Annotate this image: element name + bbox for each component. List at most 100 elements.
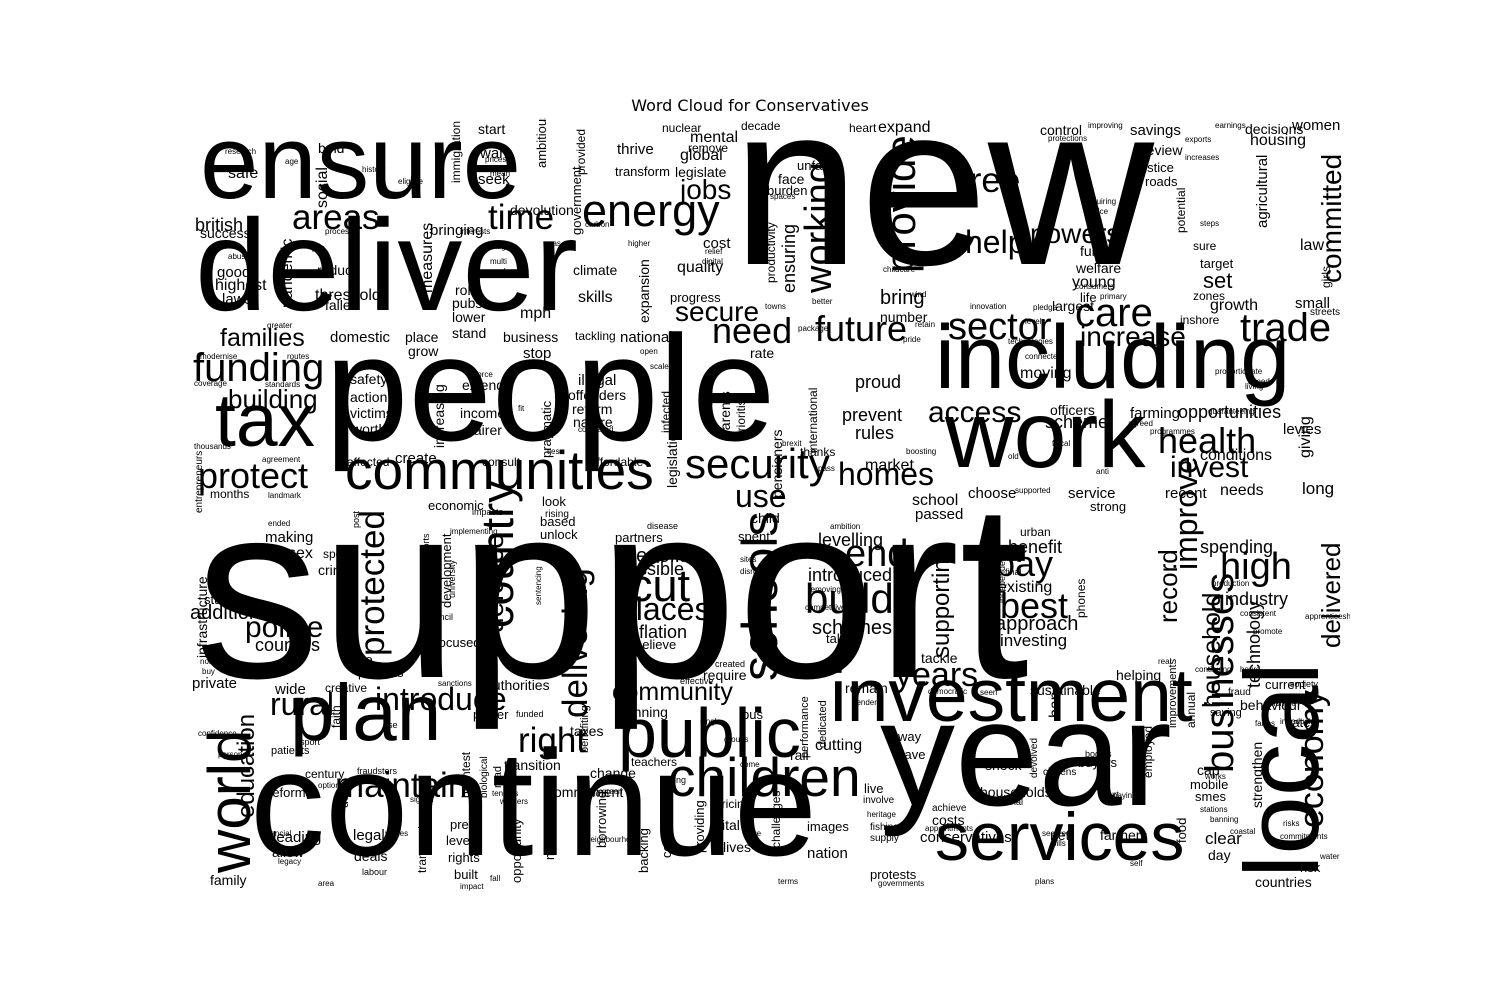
word-largest: largest (1052, 298, 1095, 314)
word-recent: recent (1165, 485, 1207, 502)
word-coverage: coverage (194, 379, 227, 388)
word-transition: transition (504, 757, 561, 773)
word-sentencing: sentencing (534, 566, 543, 605)
word-opportunity: opportunity (509, 818, 524, 883)
word-taught: taught (490, 242, 513, 251)
word-choice: choice (1085, 207, 1109, 216)
word-building: building (228, 384, 318, 414)
word-create: create (395, 450, 437, 467)
word-digital: digital (702, 257, 723, 266)
word-land: land (585, 789, 601, 798)
word-heart: heart (849, 121, 877, 135)
word-requiring: requiring (1085, 197, 1117, 206)
word-citizens: citizens (1043, 767, 1077, 778)
word-buy: buy (202, 667, 215, 676)
word-spending: spending (1200, 537, 1274, 557)
word-expand: expand (878, 119, 931, 136)
word-landmark: landmark (268, 491, 301, 500)
word-set: set (1203, 268, 1233, 293)
word-signed: signed (410, 795, 434, 804)
word-sector: sector (948, 306, 1052, 348)
word-secured: secured (1042, 829, 1071, 838)
word-continue: continue (250, 719, 818, 887)
word-higher: higher (628, 239, 651, 248)
word-dedicated: dedicated (817, 700, 829, 748)
word-opportunities: opportunities (1178, 402, 1282, 422)
word-fit: fit (518, 404, 525, 413)
word-control: control (1040, 122, 1083, 138)
word-seen: seen (980, 688, 998, 697)
word-increase: increase (1080, 321, 1186, 352)
word-compared: compared (578, 425, 614, 434)
word-old: old (1008, 452, 1019, 461)
word-post: post (351, 510, 361, 528)
word-transform: transform (615, 164, 670, 179)
word-fall: fall (490, 874, 501, 883)
word-protected: protected (353, 510, 392, 656)
word-trade: trade (1240, 306, 1332, 350)
word-phones: phones (1074, 578, 1088, 618)
word-value: value (742, 829, 762, 838)
word-improvements: improvements (1167, 658, 1179, 728)
word-officers: officers (1050, 402, 1095, 418)
word-want: want (480, 145, 512, 162)
word-levelling: levelling (818, 530, 884, 550)
word-scale: scale (650, 362, 669, 371)
word-steps: steps (1200, 219, 1220, 228)
word-achieve: achieve (932, 803, 967, 814)
word-implementing: implementing (450, 527, 498, 536)
word-good: good (217, 264, 251, 281)
word-pledge: pledge (1033, 303, 1058, 312)
word-planning: planning (615, 704, 668, 720)
word-invest: invest (1170, 451, 1249, 484)
word-bold: bold (318, 140, 345, 156)
word-commitments: commitments (1280, 832, 1328, 841)
word-private: private (192, 675, 238, 692)
word-water: water (1320, 852, 1340, 861)
word-introducing: introducing (1280, 717, 1320, 726)
word-agreement: agreement (262, 455, 301, 464)
word-consult: consult (482, 455, 521, 469)
word-bodies: bodies (1085, 749, 1112, 759)
word-terms: terms (778, 877, 798, 886)
word-force: force (475, 370, 493, 379)
word-agreed: agreed (1128, 419, 1153, 428)
word-offshore: offshore (1267, 699, 1296, 708)
word-eligible: eligible (398, 177, 423, 186)
word-clear: clear (1205, 829, 1242, 848)
word-innovation: innovation (970, 302, 1007, 311)
word-ended: ended (268, 519, 291, 528)
word-connected: connected (1025, 352, 1062, 361)
word-single: single (700, 717, 721, 726)
word-multi: multi (490, 257, 507, 266)
word-projects: projects (358, 665, 404, 680)
word-international: international (806, 387, 820, 453)
word-child: child (751, 510, 780, 526)
word-childcare: childcare (883, 265, 916, 274)
word-abuse: abuse (228, 252, 250, 261)
word-skills: skills (578, 289, 613, 306)
word-governments: governments (878, 879, 925, 888)
word-ambition: ambition (830, 522, 861, 531)
word-non: non (200, 657, 214, 666)
word-unlock: unlock (540, 527, 578, 542)
word-challenges: challenges (769, 790, 783, 848)
word-creative: creative (325, 681, 368, 695)
word-rules: rules (855, 423, 895, 443)
word-groups: groups (724, 735, 749, 744)
word-able: able (348, 652, 373, 667)
word-decisions: decisions (1245, 121, 1304, 137)
word-process: process (325, 227, 354, 236)
word-public: public (618, 694, 801, 772)
word-rise: rise (383, 720, 398, 730)
word-strategic: strategic (567, 582, 581, 628)
word-prevent: prevent (842, 405, 903, 425)
word-high: high (1220, 546, 1292, 588)
word-final: final (1005, 567, 1022, 577)
word-deliver: deliver (195, 192, 578, 338)
word-leading: leading (273, 829, 322, 846)
word-right: right (518, 721, 587, 760)
word-social: social (314, 167, 331, 208)
word-new: new (732, 118, 1154, 313)
word-girls: girls (1319, 265, 1333, 288)
